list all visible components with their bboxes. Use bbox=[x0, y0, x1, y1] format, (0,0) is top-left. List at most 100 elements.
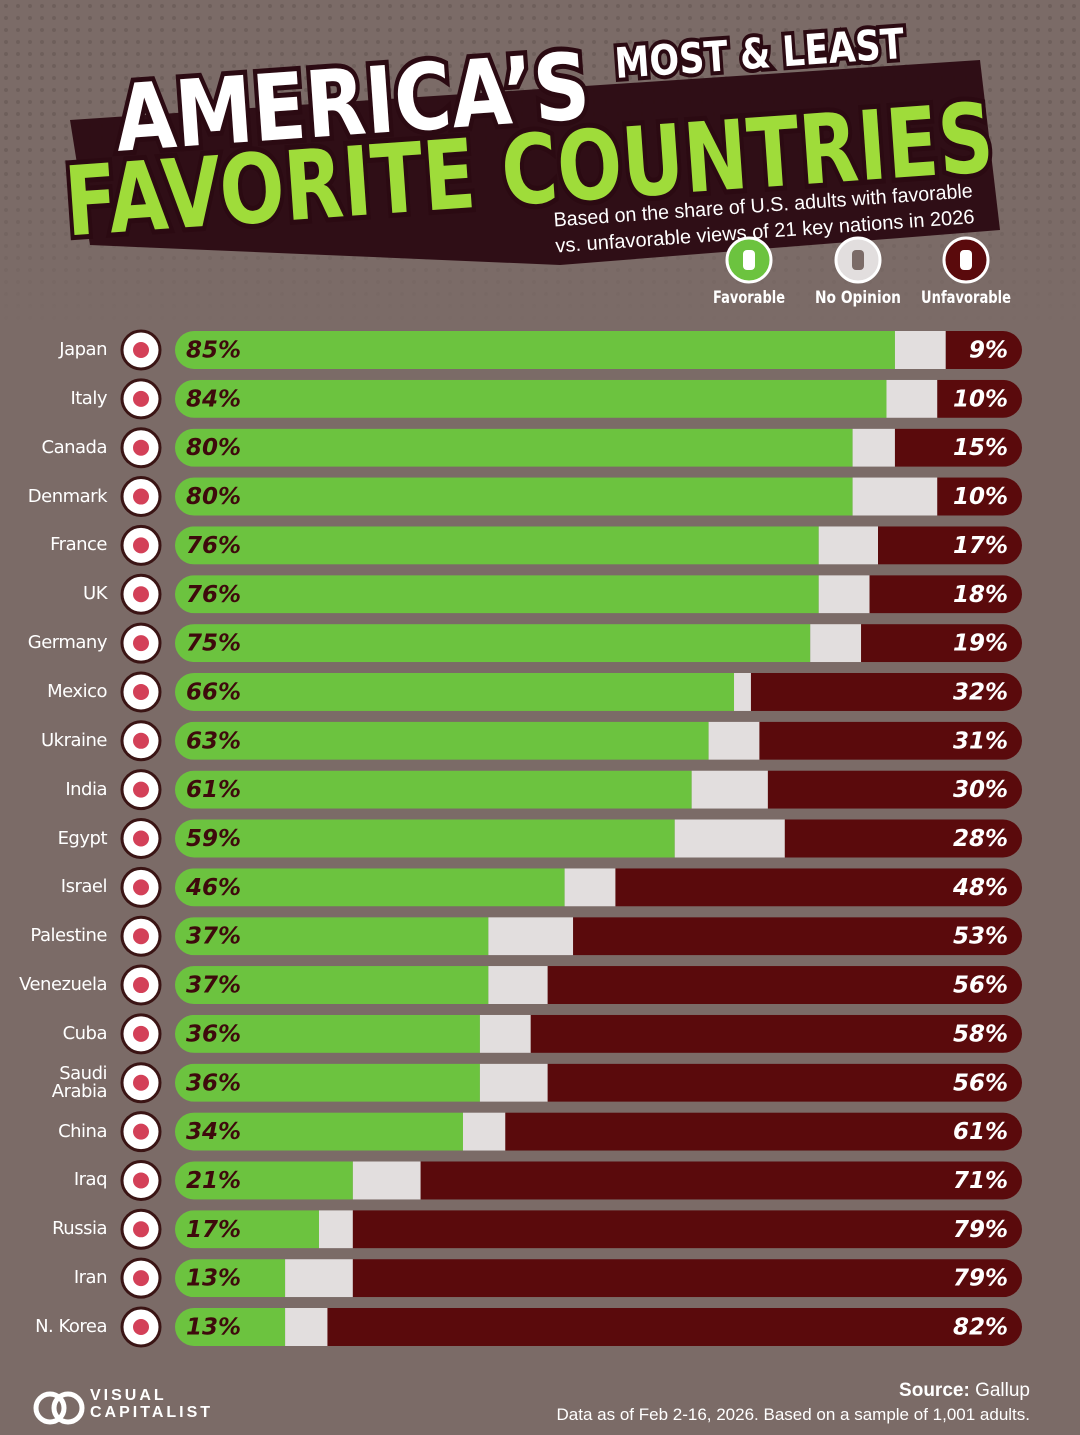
value-label: 79% bbox=[953, 1266, 1008, 1292]
bar-segment bbox=[488, 966, 548, 1005]
bar-segment bbox=[175, 721, 709, 760]
bar-segment bbox=[462, 1112, 506, 1151]
bar-row bbox=[175, 1308, 1022, 1346]
bar-row bbox=[175, 819, 1022, 858]
value-label: 82% bbox=[953, 1315, 1008, 1341]
bar-row bbox=[175, 868, 1022, 907]
bar-segment bbox=[488, 917, 574, 956]
bar-row bbox=[175, 477, 1022, 516]
bar-segment bbox=[175, 477, 853, 516]
category-label: Venezuela bbox=[19, 974, 107, 996]
bar-segment bbox=[318, 1210, 353, 1249]
bar-segment bbox=[937, 379, 1022, 418]
bar-row bbox=[175, 1014, 1022, 1053]
category-label: Denmark bbox=[27, 485, 108, 507]
bar-segment bbox=[327, 1308, 1022, 1346]
bar-segment bbox=[352, 1161, 421, 1200]
bar-row bbox=[175, 428, 1022, 467]
value-label: 32% bbox=[953, 679, 1008, 705]
value-label: 37% bbox=[186, 973, 241, 999]
bar-row bbox=[175, 331, 1022, 369]
bar-row bbox=[175, 379, 1022, 418]
bar-segment bbox=[175, 575, 819, 614]
bar-segment bbox=[352, 1259, 1022, 1298]
bar-segment bbox=[894, 331, 946, 369]
flag-emblem bbox=[133, 635, 149, 652]
bar-segment bbox=[175, 1259, 286, 1298]
bar-segment bbox=[750, 672, 1022, 711]
bar-segment bbox=[175, 672, 735, 711]
bar-segment bbox=[734, 672, 751, 711]
bar-segment bbox=[818, 526, 879, 565]
bar-segment bbox=[869, 575, 1022, 614]
flag-emblem bbox=[133, 781, 149, 798]
flag-emblem bbox=[133, 537, 149, 554]
note: Data as of Feb 2-16, 2026. Based on a sa… bbox=[556, 1405, 1030, 1424]
bar-segment bbox=[175, 770, 692, 809]
bar-segment bbox=[175, 331, 895, 369]
category-label: Egypt bbox=[57, 827, 108, 849]
bar-segment bbox=[175, 1112, 463, 1151]
category-label: Mexico bbox=[47, 680, 107, 702]
bar-segment bbox=[175, 526, 819, 565]
flag-emblem bbox=[133, 732, 149, 749]
bar-segment bbox=[479, 1063, 548, 1102]
bar-segment bbox=[285, 1259, 353, 1298]
value-label: 13% bbox=[186, 1315, 241, 1341]
legend-label: Favorable bbox=[713, 288, 785, 308]
brand: VISUAL CAPITALIST bbox=[90, 1387, 213, 1421]
bar-segment bbox=[767, 770, 1022, 809]
bar-segment bbox=[691, 770, 768, 809]
source-label: Source: bbox=[899, 1380, 970, 1401]
bar-segment bbox=[894, 428, 1022, 467]
value-label: 53% bbox=[953, 924, 1008, 950]
value-label: 84% bbox=[186, 386, 241, 412]
bar-segment bbox=[852, 428, 895, 467]
value-label: 80% bbox=[186, 484, 241, 510]
flag-emblem bbox=[133, 488, 149, 505]
flag-emblem bbox=[133, 1172, 149, 1189]
bar-row bbox=[175, 624, 1022, 663]
value-label: 10% bbox=[953, 484, 1008, 510]
bar-segment bbox=[175, 428, 853, 467]
value-label: 9% bbox=[969, 338, 1008, 364]
value-label: 56% bbox=[953, 1070, 1008, 1096]
bar-segment bbox=[861, 624, 1022, 663]
value-label: 37% bbox=[186, 924, 241, 950]
flag-emblem bbox=[133, 683, 149, 700]
bar-segment bbox=[547, 1063, 1022, 1102]
bar-segment bbox=[352, 1210, 1022, 1249]
legend-icon bbox=[852, 250, 864, 270]
category-label: India bbox=[65, 778, 107, 800]
value-label: 30% bbox=[953, 777, 1008, 803]
category-label: Russia bbox=[52, 1218, 107, 1240]
legend-label: Unfavorable bbox=[921, 288, 1011, 308]
value-label: 17% bbox=[953, 533, 1008, 559]
flag-emblem bbox=[133, 830, 149, 847]
bar-segment bbox=[784, 819, 1022, 858]
category-label: Germany bbox=[27, 632, 108, 654]
category-label: France bbox=[50, 534, 107, 556]
category-label: UK bbox=[83, 583, 107, 605]
bar-segment bbox=[810, 624, 862, 663]
bar-segment bbox=[175, 868, 565, 907]
category-label: Ukraine bbox=[40, 729, 108, 751]
bar-segment bbox=[175, 379, 887, 418]
value-label: 59% bbox=[186, 826, 241, 852]
bar-row bbox=[175, 1210, 1022, 1249]
value-label: 15% bbox=[953, 435, 1008, 461]
bar-segment bbox=[674, 819, 785, 858]
bar-segment bbox=[852, 477, 938, 516]
brand-line: CAPITALIST bbox=[90, 1404, 214, 1421]
bar-segment bbox=[175, 1063, 480, 1102]
flag-emblem bbox=[133, 928, 149, 945]
bar-segment bbox=[175, 1308, 286, 1346]
bar-segment bbox=[175, 624, 811, 663]
source-name: Gallup bbox=[975, 1380, 1030, 1401]
flag-emblem bbox=[133, 1025, 149, 1042]
bar-row bbox=[175, 1112, 1022, 1151]
value-label: 36% bbox=[186, 1070, 241, 1096]
bar-segment bbox=[615, 868, 1022, 907]
